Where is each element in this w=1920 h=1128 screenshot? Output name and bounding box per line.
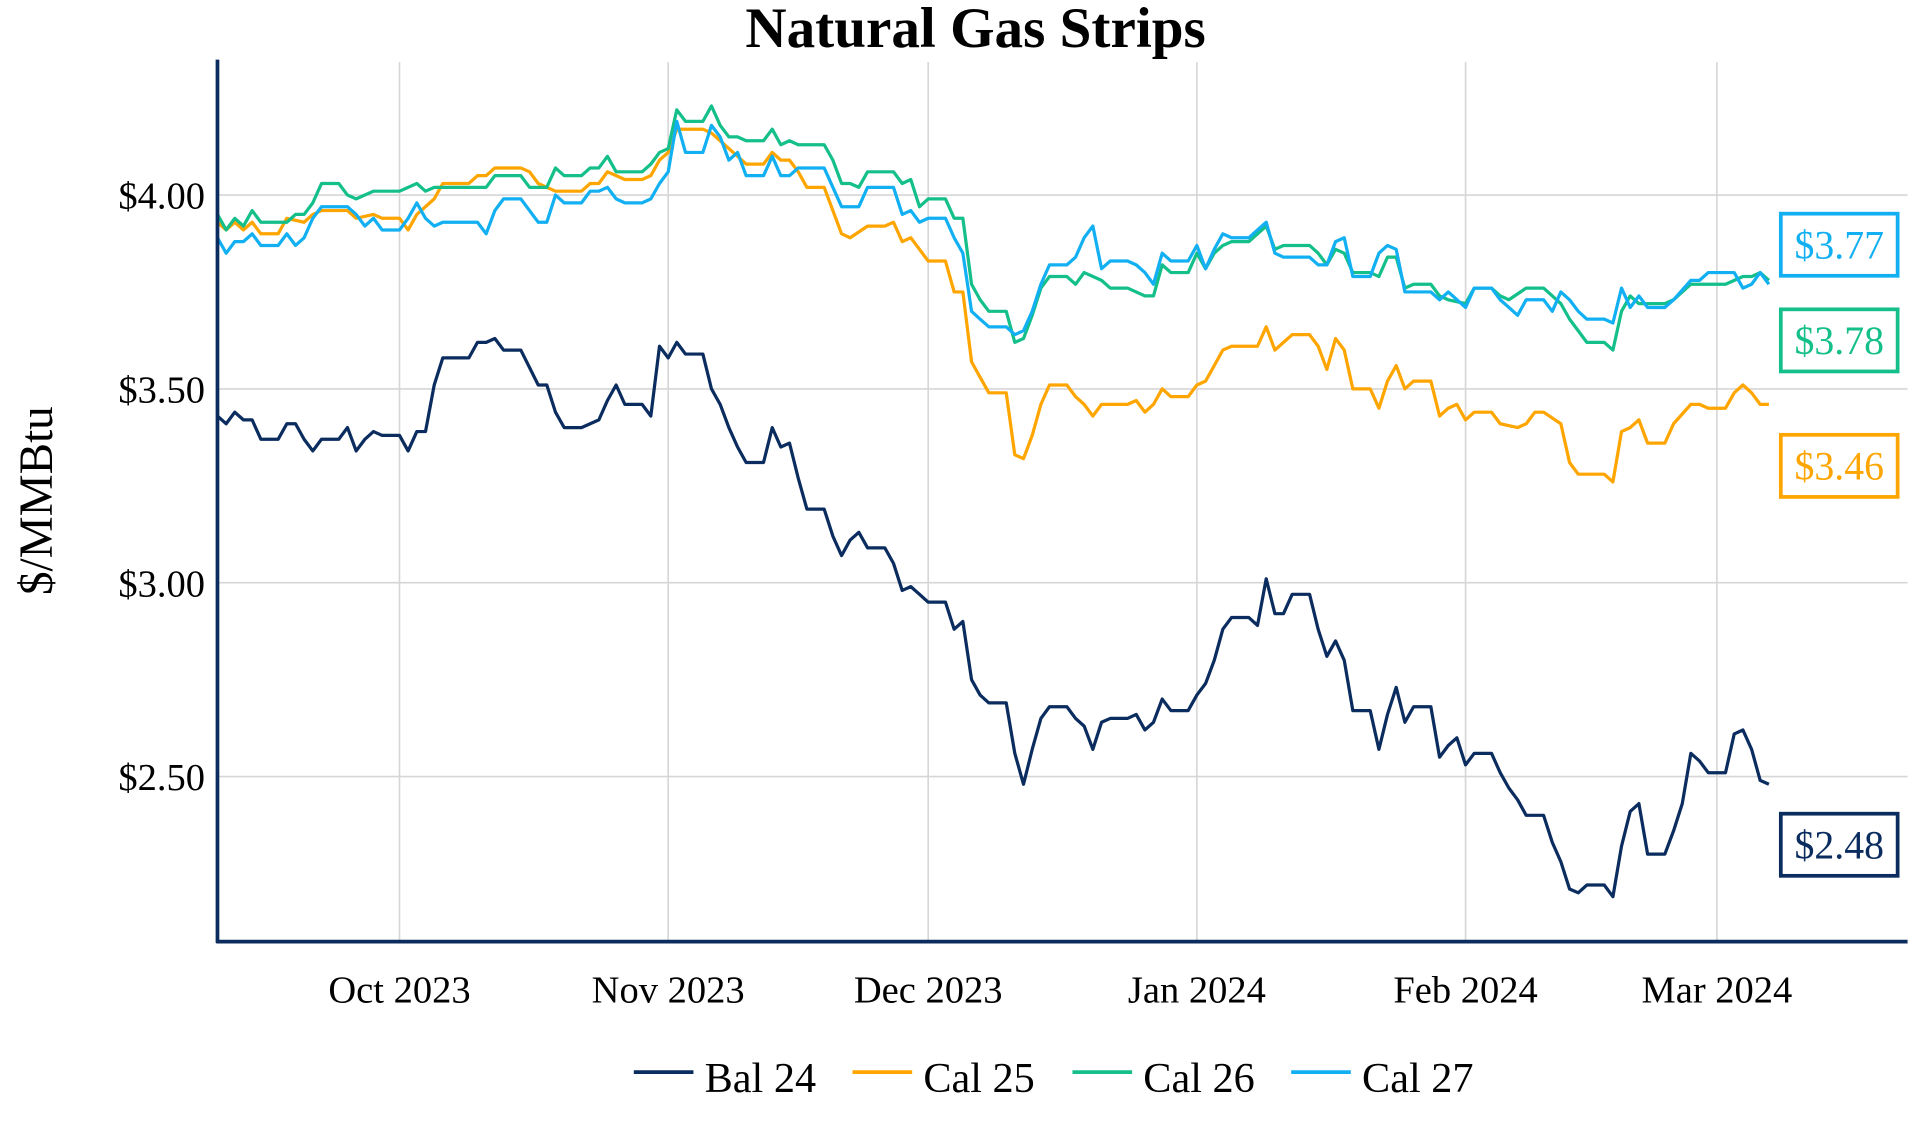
legend-label-bal-24: Bal 24 [705, 1055, 816, 1102]
series-line-cal-27 [216, 119, 1771, 337]
gridlines [217, 62, 1908, 942]
x-tick-label: Jan 2024 [1128, 970, 1266, 1012]
legend-label-cal-27: Cal 27 [1362, 1055, 1473, 1102]
last-value-label-bal-24: $2.48 [1794, 823, 1883, 867]
x-tick-label: Oct 2023 [328, 970, 470, 1012]
x-tick-label: Dec 2023 [854, 970, 1003, 1012]
last-value-box-cal-25 [1778, 432, 1900, 499]
last-value-label-cal-25: $3.46 [1794, 445, 1883, 489]
series-line-cal-26 [216, 104, 1770, 352]
y-tick-label: $2.50 [118, 757, 205, 799]
y-tick-label: $3.50 [118, 370, 205, 412]
series-lines [216, 104, 1771, 899]
x-tick-label: Feb 2024 [1393, 970, 1537, 1012]
x-tick-label: Mar 2024 [1641, 970, 1792, 1012]
series-line-bal-24 [216, 336, 1770, 899]
last-value-box-cal-26 [1778, 307, 1900, 374]
y-tick-label: $4.00 [118, 176, 205, 218]
chart-title: Natural Gas Strips [745, 0, 1205, 60]
y-tick-label: $3.00 [118, 563, 205, 605]
x-tick-label: Nov 2023 [592, 970, 745, 1012]
legend-label-cal-26: Cal 26 [1143, 1055, 1254, 1102]
series-line-cal-25 [216, 127, 1769, 484]
last-value-label-cal-27: $3.77 [1794, 223, 1883, 267]
last-value-label-cal-26: $3.78 [1794, 319, 1883, 363]
legend: Bal 24 Cal 25 Cal 26 Cal 27 [633, 1055, 1473, 1102]
y-tick-labels: $4.00 $3.50 $3.00 $2.50 [118, 176, 205, 799]
last-value-labels: $2.48 $3.46 $3.78 $3.77 [1778, 211, 1900, 878]
x-tick-labels: Oct 2023 Nov 2023 Dec 2023 Jan 2024 Feb 2024… [328, 970, 1792, 1012]
legend-label-cal-25: Cal 25 [923, 1055, 1034, 1102]
y-axis-label: $/MMBtu [11, 406, 63, 595]
last-value-box-cal-27 [1778, 211, 1900, 278]
last-value-box-bal-24 [1778, 811, 1900, 878]
